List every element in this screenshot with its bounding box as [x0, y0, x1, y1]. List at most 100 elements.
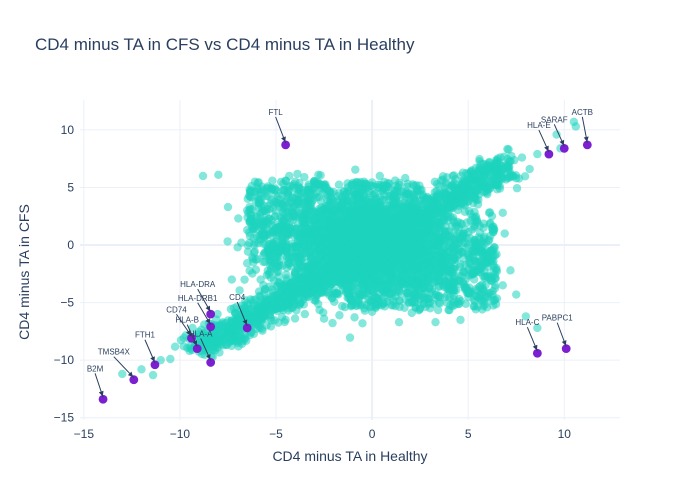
data-point	[348, 236, 357, 246]
data-point	[250, 247, 259, 256]
data-point	[407, 265, 417, 275]
data-point	[373, 218, 383, 228]
data-point	[386, 200, 395, 209]
data-point	[235, 286, 244, 295]
data-point	[351, 165, 360, 174]
point-cloud	[118, 117, 581, 380]
data-point	[274, 318, 283, 327]
data-point	[170, 342, 180, 351]
data-point	[379, 264, 388, 273]
data-point	[367, 285, 376, 295]
data-point	[231, 308, 240, 318]
data-point	[385, 265, 394, 275]
data-point	[355, 199, 365, 209]
data-point	[481, 238, 491, 247]
data-point	[372, 293, 382, 302]
x-tick-label: 5	[465, 427, 472, 441]
data-point	[462, 218, 472, 227]
data-point	[459, 177, 469, 186]
data-point	[438, 175, 447, 184]
data-point	[336, 217, 346, 227]
data-point	[242, 259, 252, 268]
data-point	[213, 309, 222, 319]
data-point	[479, 159, 488, 169]
data-point	[362, 228, 372, 238]
data-point	[274, 272, 283, 281]
data-point	[403, 182, 412, 191]
data-point	[266, 273, 276, 282]
data-point	[311, 266, 320, 276]
data-point	[327, 293, 337, 302]
data-point	[373, 243, 382, 252]
data-point	[380, 213, 390, 222]
data-point	[341, 232, 350, 241]
data-point	[395, 223, 404, 233]
data-point	[293, 264, 303, 274]
data-point	[408, 202, 418, 211]
data-point	[290, 314, 300, 323]
data-point	[503, 173, 513, 183]
data-point	[319, 308, 328, 317]
data-point	[369, 271, 378, 280]
data-point	[330, 261, 340, 270]
data-point	[379, 181, 388, 191]
data-point	[354, 206, 364, 216]
data-point	[337, 301, 347, 311]
data-point	[420, 232, 430, 241]
data-point	[243, 247, 253, 256]
data-point	[488, 225, 498, 235]
data-point	[461, 299, 471, 309]
data-point	[520, 172, 530, 181]
data-point	[413, 230, 423, 240]
x-tick-label: −10	[170, 427, 191, 441]
data-point	[301, 274, 311, 283]
data-point	[404, 216, 413, 225]
data-point	[287, 288, 297, 298]
data-point	[296, 249, 306, 259]
data-point	[278, 261, 287, 270]
data-point	[339, 255, 348, 265]
data-point	[345, 333, 355, 342]
data-point	[380, 302, 389, 311]
data-point	[433, 305, 443, 315]
data-point	[350, 313, 359, 322]
data-point	[250, 240, 259, 250]
data-point	[401, 209, 411, 219]
plot-area: −15 −10 −5 0 5 10−15−10−50510ACTBSARAFHLA-EFT…	[54, 100, 620, 441]
data-point	[321, 254, 331, 264]
data-point	[334, 180, 344, 189]
data-point	[360, 270, 369, 280]
data-point	[357, 244, 366, 254]
data-point	[456, 260, 465, 269]
data-point	[382, 274, 391, 284]
data-point	[266, 256, 276, 266]
data-point	[394, 212, 404, 221]
y-tick-label: −10	[54, 353, 75, 367]
data-point	[385, 230, 395, 240]
data-point	[359, 283, 368, 293]
data-point	[275, 278, 284, 288]
data-point	[487, 211, 497, 221]
data-point	[380, 288, 389, 297]
data-point	[281, 238, 290, 248]
data-point	[415, 197, 424, 206]
data-point	[349, 258, 358, 267]
data-point	[299, 239, 308, 249]
data-point	[387, 293, 397, 302]
data-point	[292, 306, 301, 315]
data-point	[260, 248, 270, 257]
data-point	[214, 321, 224, 330]
data-point	[344, 293, 353, 302]
y-tick-label: −15	[54, 411, 75, 425]
data-point	[345, 275, 355, 284]
data-point	[309, 233, 318, 243]
data-point	[400, 303, 409, 313]
data-point	[403, 222, 412, 232]
data-point	[391, 245, 400, 254]
x-tick-label: −15	[74, 427, 95, 441]
data-point	[309, 273, 319, 282]
data-point	[233, 332, 243, 341]
data-point	[347, 300, 357, 310]
